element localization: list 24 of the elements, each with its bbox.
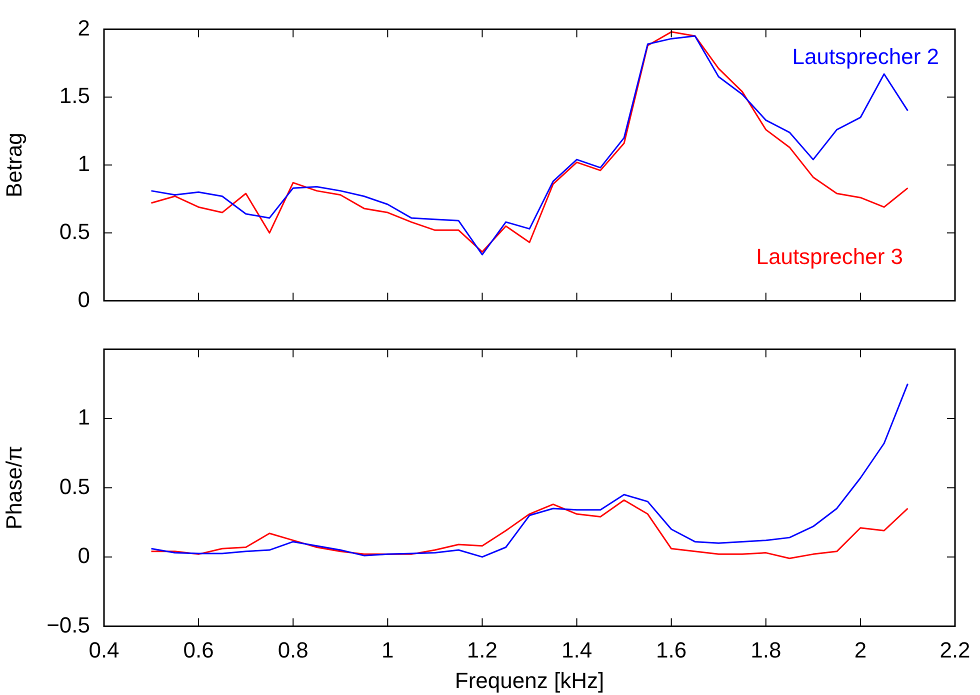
x-tick-label: 2.2 <box>940 637 970 662</box>
x-tick-label: 1.8 <box>750 637 782 662</box>
x-tick-label: 1.4 <box>561 637 592 662</box>
y-tick-label: 0.5 <box>59 474 90 499</box>
x-tick-label: 0.4 <box>88 637 120 662</box>
y-tick-label: 0.5 <box>59 218 90 244</box>
x-tick-label: 0.8 <box>278 637 308 662</box>
y-tick-label: 1.5 <box>59 83 90 108</box>
x-tick-label: 1.2 <box>466 637 498 662</box>
y-tick-label: −0.5 <box>46 612 90 638</box>
y-tick-label: 2 <box>78 15 90 40</box>
y-axis-title: Phase/π <box>1 446 26 530</box>
y-tick-label: 1 <box>78 404 90 430</box>
series-label: Lautsprecher 3 <box>756 244 903 270</box>
x-tick-label: 1.6 <box>656 637 687 662</box>
y-tick-label: 0 <box>78 543 90 568</box>
series-label: Lautsprecher 2 <box>792 44 939 70</box>
y-axis-title: Betrag <box>1 132 26 198</box>
y-tick-label: 0 <box>78 286 90 312</box>
y-tick-label: 1 <box>78 151 90 176</box>
x-tick-label: 0.6 <box>183 637 214 662</box>
x-tick-label: 2 <box>854 637 867 662</box>
x-tick-label: 1 <box>382 637 394 662</box>
x-axis-title: Frequenz [kHz] <box>454 668 604 693</box>
